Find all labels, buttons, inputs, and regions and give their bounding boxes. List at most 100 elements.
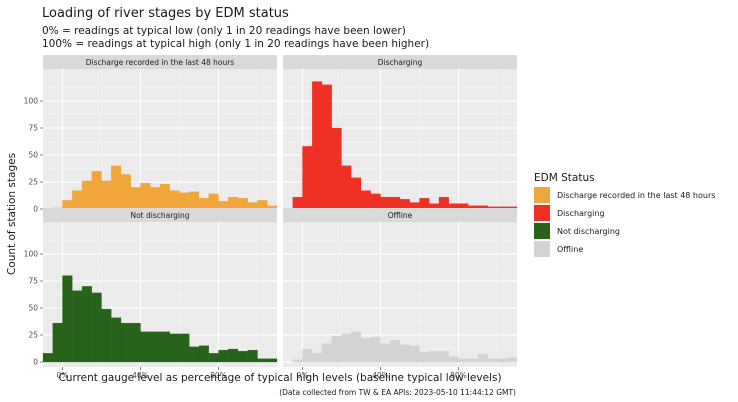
chart-subtitle-line-2: 100% = readings at typical high (only 1 … <box>42 38 429 50</box>
legend-label: Offline <box>557 245 583 254</box>
legend-item: Offline <box>534 241 583 257</box>
histogram-bar <box>458 358 469 363</box>
histogram-bar <box>438 196 449 210</box>
histogram-bar <box>507 357 518 363</box>
histogram-bar <box>438 351 449 363</box>
facet-strip <box>43 208 277 222</box>
facet-panel-4: Offline 0% 40% 80% <box>283 208 518 380</box>
histogram-bar <box>351 331 362 363</box>
histogram-bar <box>380 343 391 363</box>
histogram-bar <box>341 333 352 363</box>
histogram-bar <box>487 358 498 363</box>
histogram-bar <box>302 146 313 210</box>
facet-strip-label: Not discharging <box>130 211 189 220</box>
histogram-bar <box>360 190 371 210</box>
y-axis-label: Count of station stages <box>6 153 18 275</box>
histogram-bar <box>477 354 488 363</box>
histogram-bar <box>198 345 209 363</box>
facet-strip-label: Discharge recorded in the last 48 hours <box>86 58 235 67</box>
histogram-bar <box>419 352 430 363</box>
histogram-bar <box>370 337 381 363</box>
legend-item: Not discharging <box>534 223 620 239</box>
histogram-bar <box>497 358 508 363</box>
histogram-bar <box>312 353 323 363</box>
histogram-bar <box>159 331 170 363</box>
histogram-bar <box>208 193 219 210</box>
facet-strip-label: Discharging <box>378 58 423 67</box>
histogram-bar <box>360 338 371 363</box>
y-tick-label: 25 <box>28 331 38 340</box>
histogram-bar <box>101 180 112 210</box>
y-tick-label: 25 <box>28 178 38 187</box>
facet-panel-1: Discharge recorded in the last 48 hours 0… <box>24 55 278 214</box>
x-tick-label: 40% <box>132 371 149 380</box>
histogram-bar <box>321 84 332 210</box>
histogram-bar <box>91 292 102 363</box>
histogram-bar <box>292 196 303 210</box>
facet-panels: Discharge recorded in the last 48 hours 0… <box>24 55 518 380</box>
facet-strip <box>283 55 517 69</box>
histogram-bar <box>292 359 303 363</box>
histogram-bar <box>111 165 122 210</box>
y-tick-label: 0 <box>33 205 38 214</box>
y-tick-label: 100 <box>24 250 39 259</box>
histogram-bar <box>81 286 92 363</box>
histogram-bar <box>390 196 401 210</box>
legend-swatch <box>534 241 550 257</box>
histogram-bar <box>399 344 410 363</box>
histogram-bar <box>429 351 440 363</box>
histogram-bar <box>370 193 381 210</box>
histogram-bar <box>169 190 180 210</box>
histogram-bar <box>189 191 200 210</box>
histogram-bar <box>237 198 248 210</box>
histogram-bar <box>331 335 342 363</box>
histogram-bar <box>267 358 278 363</box>
histogram-bar <box>179 192 190 210</box>
histogram-bar <box>448 356 459 363</box>
x-tick-label: 40% <box>372 371 389 380</box>
histogram-bar <box>380 196 391 210</box>
y-tick-label: 50 <box>28 304 38 313</box>
histogram-bar <box>189 346 200 363</box>
y-tick-label: 50 <box>28 151 38 160</box>
legend-label: Discharge recorded in the last 48 hours <box>557 191 715 200</box>
chart-subtitle-line-1: 0% = readings at typical low (only 1 in … <box>42 25 406 37</box>
histogram-bar <box>257 200 268 210</box>
histogram-bar <box>331 127 342 210</box>
histogram-bar <box>120 174 131 210</box>
histogram-bar <box>72 190 83 210</box>
histogram-bar <box>101 308 112 363</box>
histogram-bar <box>351 177 362 210</box>
histogram-bar <box>419 198 430 210</box>
histogram-bar <box>91 171 102 210</box>
y-tick-label: 75 <box>28 124 38 133</box>
histogram-bar <box>140 182 151 210</box>
histogram-bar <box>198 198 209 210</box>
histogram-bar <box>390 340 401 363</box>
histogram-bar <box>130 322 141 363</box>
histogram-bar <box>218 201 229 210</box>
facet-strip <box>283 208 517 222</box>
histogram-bar <box>52 322 63 363</box>
legend-swatch <box>534 205 550 221</box>
chart-title: Loading of river stages by EDM status <box>42 6 289 21</box>
legend-swatch <box>534 223 550 239</box>
legend-title: EDM Status <box>534 172 595 184</box>
histogram-bar <box>247 349 258 363</box>
histogram-bar <box>218 349 229 363</box>
histogram-bar <box>150 187 161 210</box>
histogram-bar <box>409 345 420 363</box>
chart-caption: (Data collected from TW & EA APIs: 2023-… <box>279 388 516 397</box>
histogram-bar <box>179 333 190 363</box>
histogram-bar <box>81 180 92 210</box>
y-tick-label: 75 <box>28 277 38 286</box>
x-axis-label: Current gauge level as percentage of typ… <box>58 372 501 384</box>
histogram-bar <box>72 290 83 363</box>
histogram-bar <box>62 275 73 363</box>
legend-item: Discharging <box>534 205 605 221</box>
legend-swatch <box>534 187 550 203</box>
legend-label: Not discharging <box>557 227 620 236</box>
y-tick-label: 100 <box>24 97 39 106</box>
histogram-bar <box>228 348 239 363</box>
